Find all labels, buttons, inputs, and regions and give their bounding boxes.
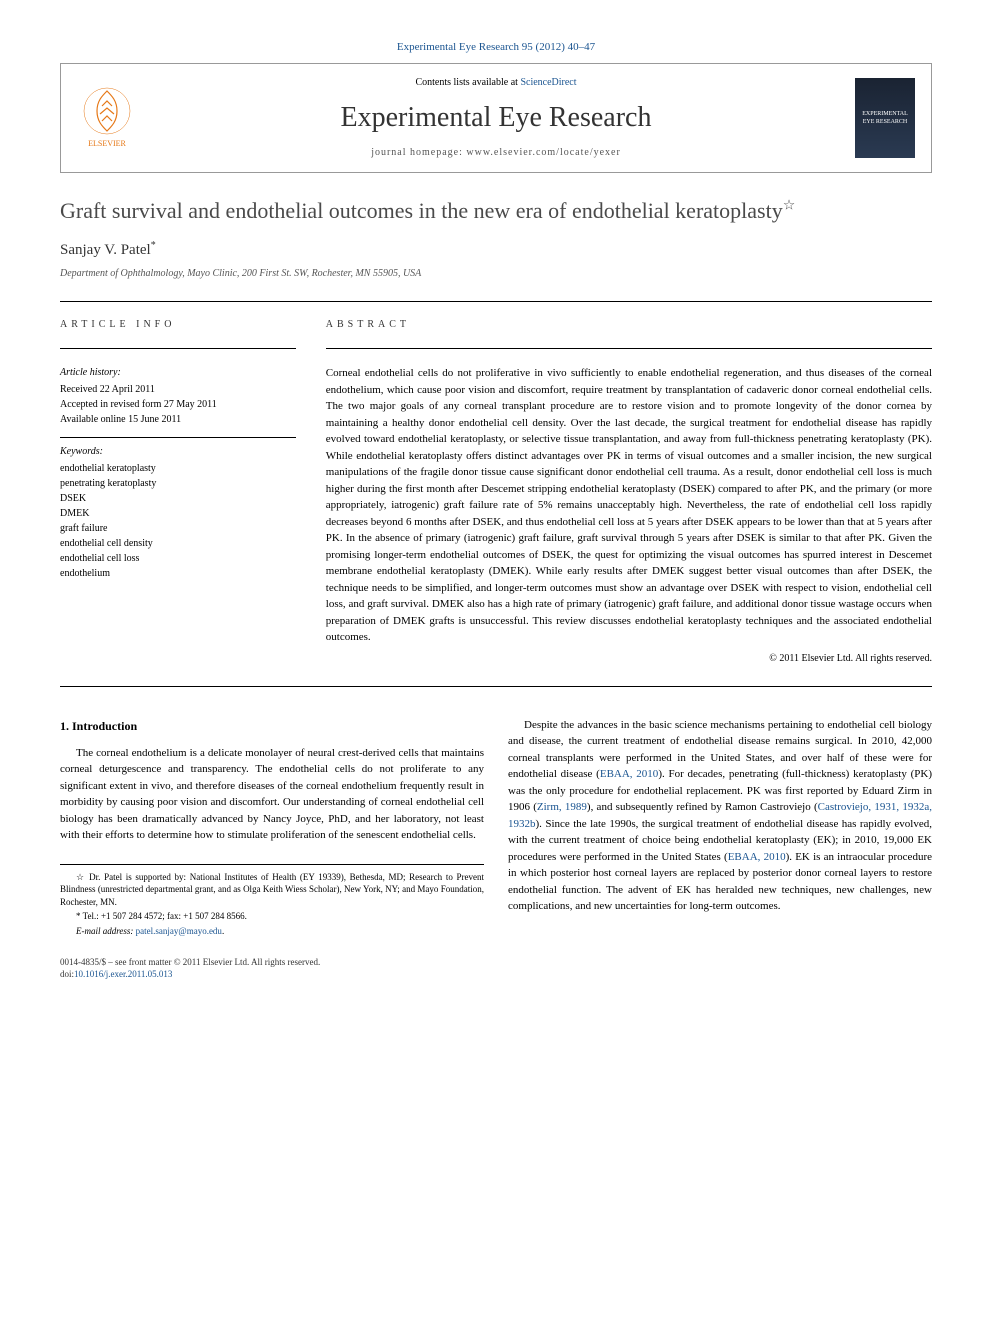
info-divider: [60, 348, 296, 349]
received-date: Received 22 April 2011: [60, 382, 296, 397]
ref-zirm-1989[interactable]: Zirm, 1989: [537, 801, 587, 813]
keyword: endothelial cell density: [60, 536, 296, 551]
footnote-email-line: E-mail address: patel.sanjay@mayo.edu.: [60, 925, 484, 938]
keyword: penetrating keratoplasty: [60, 476, 296, 491]
body-section: 1. Introduction The corneal endothelium …: [60, 717, 932, 940]
intro-paragraph-2: Despite the advances in the basic scienc…: [508, 717, 932, 915]
author-affiliation: Department of Ophthalmology, Mayo Clinic…: [60, 267, 932, 281]
keyword: DSEK: [60, 491, 296, 506]
journal-homepage-line: journal homepage: www.elsevier.com/locat…: [137, 146, 855, 160]
history-label: Article history:: [60, 365, 296, 380]
divider-bottom: [60, 686, 932, 687]
author-name: Sanjay V. Patel*: [60, 239, 932, 261]
article-title: Graft survival and endothelial outcomes …: [60, 197, 932, 226]
email-label: E-mail address:: [76, 926, 136, 936]
author-text: Sanjay V. Patel: [60, 242, 151, 258]
doi-link[interactable]: 10.1016/j.exer.2011.05.013: [74, 969, 172, 979]
issn-line: 0014-4835/$ – see front matter © 2011 El…: [60, 956, 932, 969]
elsevier-logo: ELSEVIER: [77, 83, 137, 153]
keyword: endothelial cell loss: [60, 551, 296, 566]
article-info-column: ARTICLE INFO Article history: Received 2…: [60, 318, 296, 666]
online-date: Available online 15 June 2011: [60, 412, 296, 427]
header-center: Contents lists available at ScienceDirec…: [137, 76, 855, 159]
ref-ebaa-2010-b[interactable]: EBAA, 2010: [728, 851, 786, 863]
footnote-tel: * Tel.: +1 507 284 4572; fax: +1 507 284…: [60, 910, 484, 923]
keyword: graft failure: [60, 521, 296, 536]
body-two-columns: 1. Introduction The corneal endothelium …: [60, 717, 932, 940]
contents-available-line: Contents lists available at ScienceDirec…: [137, 76, 855, 90]
author-corresponding-marker: *: [151, 240, 156, 251]
body-left-column: 1. Introduction The corneal endothelium …: [60, 717, 484, 940]
author-email-link[interactable]: patel.sanjay@mayo.edu: [136, 926, 222, 936]
abstract-heading: ABSTRACT: [326, 318, 932, 332]
section-heading-intro: 1. Introduction: [60, 717, 484, 735]
intro-paragraph-1: The corneal endothelium is a delicate mo…: [60, 745, 484, 844]
article-history-block: Article history: Received 22 April 2011 …: [60, 365, 296, 581]
divider-top: [60, 301, 932, 302]
info-abstract-row: ARTICLE INFO Article history: Received 2…: [60, 318, 932, 666]
abstract-column: ABSTRACT Corneal endothelial cells do no…: [326, 318, 932, 666]
title-footnote-marker: ☆: [783, 198, 796, 213]
accepted-date: Accepted in revised form 27 May 2011: [60, 397, 296, 412]
keywords-label: Keywords:: [60, 437, 296, 459]
elsevier-tree-icon: [82, 86, 132, 136]
footer-meta: 0014-4835/$ – see front matter © 2011 El…: [60, 956, 932, 981]
keyword: endothelium: [60, 566, 296, 581]
homepage-prefix: journal homepage:: [371, 147, 466, 158]
doi-label: doi:: [60, 969, 74, 979]
journal-cover-thumbnail: EXPERIMENTAL EYE RESEARCH: [855, 78, 915, 158]
ref-ebaa-2010-a[interactable]: EBAA, 2010: [600, 768, 658, 780]
citation-line: Experimental Eye Research 95 (2012) 40–4…: [60, 40, 932, 55]
journal-header: ELSEVIER Contents lists available at Sci…: [60, 63, 932, 172]
title-text: Graft survival and endothelial outcomes …: [60, 198, 783, 223]
keyword: endothelial keratoplasty: [60, 461, 296, 476]
abstract-copyright: © 2011 Elsevier Ltd. All rights reserved…: [326, 652, 932, 666]
homepage-url: www.elsevier.com/locate/yexer: [466, 147, 620, 158]
elsevier-label: ELSEVIER: [88, 138, 126, 149]
footnote-support: ☆ Dr. Patel is supported by: National In…: [60, 871, 484, 909]
sciencedirect-link[interactable]: ScienceDirect: [520, 77, 576, 88]
doi-line: doi:10.1016/j.exer.2011.05.013: [60, 968, 932, 981]
journal-name: Experimental Eye Research: [137, 98, 855, 137]
para2-seg3: ), and subsequently refined by Ramon Cas…: [587, 801, 818, 813]
keyword: DMEK: [60, 506, 296, 521]
article-info-heading: ARTICLE INFO: [60, 318, 296, 332]
abstract-text: Corneal endothelial cells do not prolife…: [326, 365, 932, 646]
body-right-column: Despite the advances in the basic scienc…: [508, 717, 932, 940]
title-block: Graft survival and endothelial outcomes …: [60, 197, 932, 282]
contents-prefix: Contents lists available at: [415, 77, 520, 88]
footnote-block: ☆ Dr. Patel is supported by: National In…: [60, 864, 484, 938]
abstract-divider: [326, 348, 932, 349]
